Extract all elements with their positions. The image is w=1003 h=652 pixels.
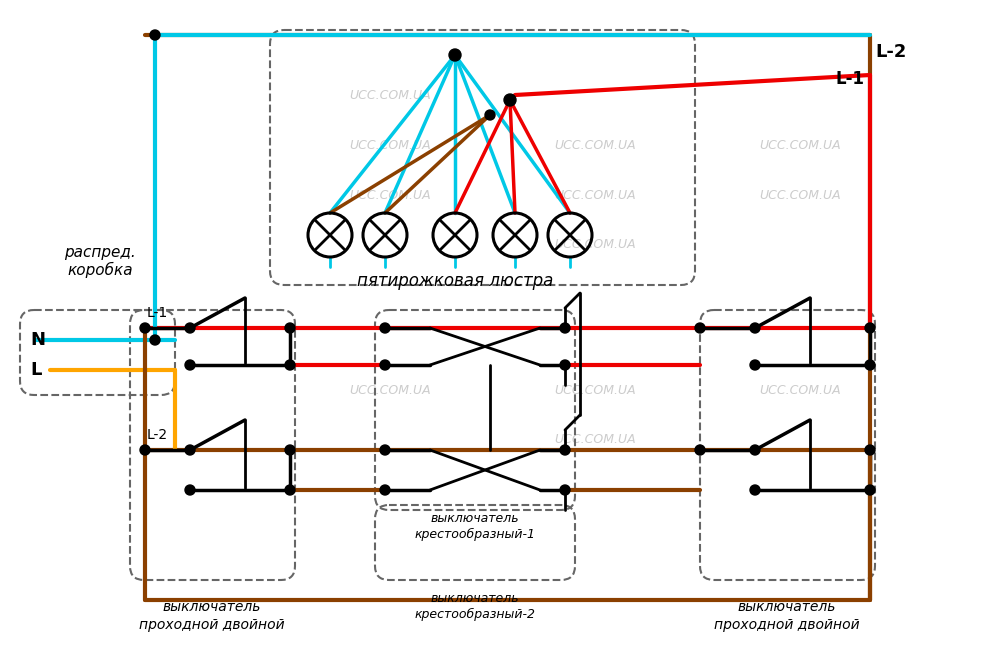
Circle shape (139, 445, 149, 455)
Text: UCC.COM.UA: UCC.COM.UA (758, 138, 840, 151)
Text: выключатель: выключатель (430, 592, 519, 605)
Circle shape (865, 445, 875, 455)
Text: L-1: L-1 (835, 70, 865, 88)
Circle shape (448, 49, 460, 61)
Circle shape (749, 360, 759, 370)
Text: распред.: распред. (64, 245, 135, 260)
Text: N: N (30, 331, 45, 349)
Circle shape (185, 323, 195, 333)
Text: проходной двойной: проходной двойной (713, 618, 859, 632)
Circle shape (139, 323, 149, 333)
Circle shape (865, 360, 875, 370)
Text: L-2: L-2 (146, 428, 168, 442)
Text: UCC.COM.UA: UCC.COM.UA (554, 239, 635, 252)
Text: UCC.COM.UA: UCC.COM.UA (349, 188, 430, 201)
Text: пятирожковая люстра: пятирожковая люстра (356, 272, 553, 290)
Circle shape (285, 445, 295, 455)
Text: выключатель: выключатель (162, 600, 261, 614)
Circle shape (379, 360, 389, 370)
Text: выключатель: выключатель (737, 600, 835, 614)
Circle shape (694, 323, 704, 333)
Text: UCC.COM.UA: UCC.COM.UA (758, 383, 840, 396)
Circle shape (749, 323, 759, 333)
Text: UCC.COM.UA: UCC.COM.UA (554, 434, 635, 447)
Text: UCC.COM.UA: UCC.COM.UA (554, 138, 635, 151)
Circle shape (185, 445, 195, 455)
Circle shape (149, 335, 159, 345)
Circle shape (185, 485, 195, 495)
Circle shape (694, 445, 704, 455)
Circle shape (560, 445, 570, 455)
Circle shape (484, 110, 494, 120)
Text: UCC.COM.UA: UCC.COM.UA (554, 383, 635, 396)
Circle shape (749, 485, 759, 495)
Circle shape (379, 445, 389, 455)
Circle shape (185, 360, 195, 370)
Circle shape (560, 360, 570, 370)
Text: UCC.COM.UA: UCC.COM.UA (349, 138, 430, 151)
Circle shape (285, 485, 295, 495)
Circle shape (865, 485, 875, 495)
Circle shape (865, 323, 875, 333)
Text: выключатель: выключатель (430, 512, 519, 525)
Text: UCC.COM.UA: UCC.COM.UA (554, 188, 635, 201)
Text: крестообразный-2: крестообразный-2 (414, 608, 535, 621)
Circle shape (285, 360, 295, 370)
Text: UCC.COM.UA: UCC.COM.UA (349, 383, 430, 396)
Circle shape (504, 94, 516, 106)
Circle shape (749, 445, 759, 455)
Text: крестообразный-1: крестообразный-1 (414, 528, 535, 541)
Text: L-1: L-1 (146, 306, 169, 320)
Text: коробка: коробка (67, 262, 132, 278)
Circle shape (379, 485, 389, 495)
Circle shape (149, 30, 159, 40)
Text: L-2: L-2 (875, 43, 906, 61)
Circle shape (379, 323, 389, 333)
Circle shape (560, 323, 570, 333)
Circle shape (285, 323, 295, 333)
Text: L: L (30, 361, 41, 379)
Circle shape (560, 485, 570, 495)
Text: UCC.COM.UA: UCC.COM.UA (758, 188, 840, 201)
Text: UCC.COM.UA: UCC.COM.UA (349, 89, 430, 102)
Text: проходной двойной: проходной двойной (139, 618, 285, 632)
